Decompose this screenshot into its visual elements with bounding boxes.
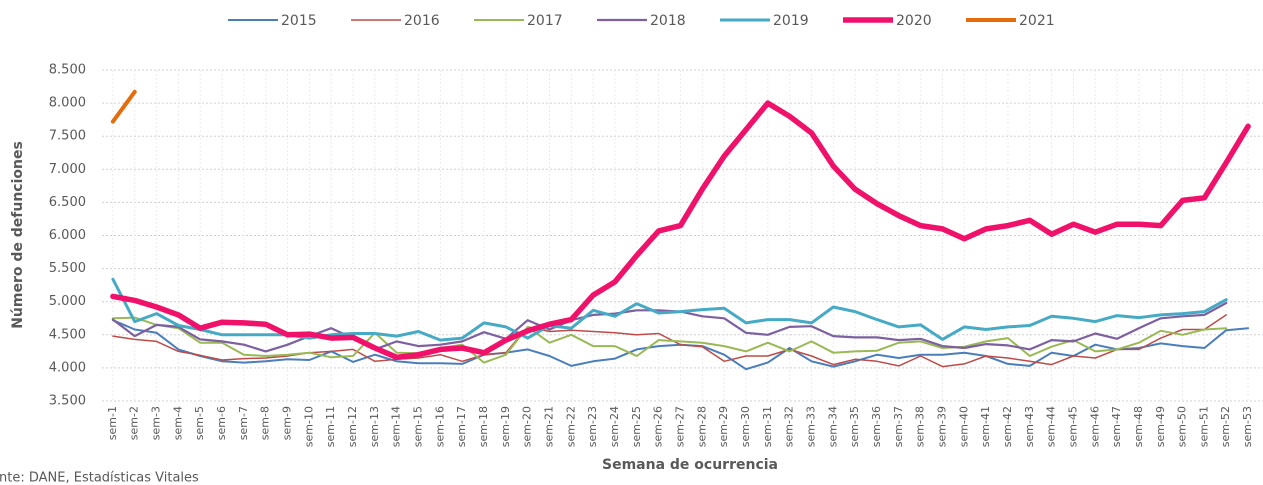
x-tick-label: sem-5	[193, 406, 206, 440]
x-tick-label: sem-34	[826, 406, 839, 447]
series-line	[110, 100, 1251, 361]
legend-label: 2018	[650, 13, 686, 29]
y-tick-label: 7.500	[49, 129, 86, 144]
x-tick-label: sem-20	[521, 406, 534, 447]
x-tick-label: sem-11	[324, 406, 337, 447]
x-tick-label: sem-10	[302, 406, 315, 447]
x-tick-label: sem-4	[171, 406, 184, 440]
x-tick-label: sem-44	[1045, 406, 1058, 447]
x-tick-label: sem-39	[935, 406, 948, 447]
x-tick-label: sem-50	[1176, 406, 1189, 447]
x-tick-label: sem-9	[281, 406, 294, 440]
x-tick-label: sem-30	[739, 406, 752, 447]
y-tick-label: 6.500	[49, 195, 86, 210]
legend-label: 2020	[896, 13, 932, 29]
x-tick-label: sem-27	[673, 406, 686, 447]
x-tick-label: sem-47	[1110, 406, 1123, 447]
legend-label: 2015	[281, 13, 317, 29]
x-tick-label: sem-7	[237, 406, 250, 440]
x-tick-label: sem-17	[455, 406, 468, 447]
x-tick-label: sem-53	[1241, 406, 1254, 447]
x-tick-label: sem-45	[1066, 406, 1079, 447]
legend-label: 2021	[1019, 13, 1055, 29]
series-line	[110, 89, 137, 124]
x-tick-label: sem-40	[957, 406, 970, 447]
x-tick-label: sem-1	[106, 406, 119, 440]
x-tick-label: sem-24	[608, 406, 621, 447]
x-tick-label: sem-32	[783, 406, 796, 447]
y-tick-label: 7.000	[49, 162, 86, 177]
x-tick-label: sem-52	[1219, 406, 1232, 447]
x-tick-label: sem-18	[477, 406, 490, 447]
x-tick-label: sem-36	[870, 406, 883, 447]
x-tick-label: sem-6	[215, 406, 228, 440]
y-tick-label: 8.000	[49, 96, 86, 111]
x-tick-label: sem-49	[1154, 406, 1167, 447]
x-tick-label: sem-43	[1023, 406, 1036, 447]
x-tick-label: sem-8	[259, 406, 272, 440]
series-line	[111, 316, 1228, 364]
x-tick-label: sem-42	[1001, 406, 1014, 447]
legend-label: 2017	[527, 13, 563, 29]
x-tick-label: sem-22	[564, 406, 577, 447]
legend-label: 2019	[773, 13, 809, 29]
x-tick-label: sem-46	[1088, 406, 1101, 447]
x-axis-title: Semana de ocurrencia	[602, 457, 778, 473]
x-tick-label: sem-29	[717, 406, 730, 447]
x-tick-label: sem-16	[433, 406, 446, 447]
x-tick-label: sem-51	[1197, 406, 1210, 447]
x-tick-label: sem-23	[586, 406, 599, 447]
x-tick-label: sem-28	[695, 406, 708, 447]
x-tick-label: sem-19	[499, 406, 512, 447]
y-tick-label: 3.500	[49, 394, 86, 409]
x-tick-label: sem-26	[652, 406, 665, 447]
y-axis-title: Número de defunciones	[10, 141, 26, 329]
y-tick-label: 5.500	[49, 261, 86, 276]
y-tick-label: 5.000	[49, 294, 86, 309]
x-tick-label: sem-33	[804, 406, 817, 447]
x-tick-label: sem-2	[128, 406, 141, 440]
x-tick-label: sem-21	[543, 406, 556, 447]
x-tick-label: sem-35	[848, 406, 861, 447]
y-tick-label: 4.500	[49, 327, 86, 342]
x-tick-label: sem-14	[390, 406, 403, 447]
x-tick-label: sem-3	[150, 406, 163, 440]
legend-label: 2016	[404, 13, 440, 29]
x-tick-label: sem-15	[412, 406, 425, 447]
x-tick-label: sem-41	[979, 406, 992, 447]
x-tick-label: sem-31	[761, 406, 774, 447]
y-tick-label: 6.000	[49, 228, 86, 243]
x-tick-label: sem-48	[1132, 406, 1145, 447]
x-tick-label: sem-25	[630, 406, 643, 447]
x-tick-label: sem-38	[914, 406, 927, 447]
x-tick-label: sem-13	[368, 406, 381, 447]
x-tick-label: sem-37	[892, 406, 905, 447]
y-tick-label: 4.000	[49, 360, 86, 375]
x-tick-label: sem-12	[346, 406, 359, 447]
source-note: Fuente: DANE, Estadísticas Vitales	[0, 471, 199, 485]
y-tick-label: 8.500	[49, 63, 86, 78]
